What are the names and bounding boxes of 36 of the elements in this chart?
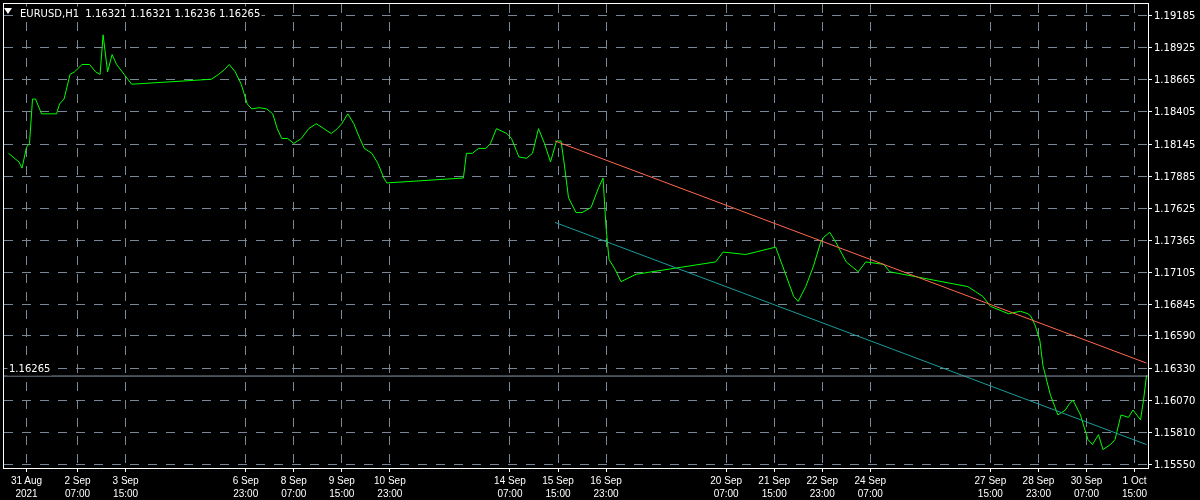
x-tick-label: 15 Sep 15:00 bbox=[542, 475, 575, 499]
line-series bbox=[8, 34, 1148, 450]
y-tick-label: 1.18405 bbox=[1154, 106, 1196, 118]
x-tick-label: 2 Sep 07:00 bbox=[64, 475, 92, 499]
y-tick-label: 1.19185 bbox=[1154, 10, 1196, 22]
x-tick-label: 9 Sep 15:00 bbox=[328, 475, 356, 499]
x-tick-label: 31 Aug 2021 bbox=[10, 475, 43, 499]
y-tick-label: 1.16845 bbox=[1154, 298, 1196, 310]
y-tick-label: 1.16070 bbox=[1154, 394, 1196, 406]
x-tick-label: 6 Sep 23:00 bbox=[232, 475, 260, 499]
y-tick-label: 1.18665 bbox=[1154, 74, 1196, 86]
y-tick-label: 1.16590 bbox=[1154, 330, 1196, 342]
x-tick-label: 8 Sep 07:00 bbox=[280, 475, 308, 499]
x-tick-label: 1 Oct 15:00 bbox=[1121, 475, 1148, 499]
y-tick-label: 1.15550 bbox=[1154, 458, 1196, 470]
x-tick-label: 3 Sep 15:00 bbox=[112, 475, 140, 499]
y-tick-label: 1.18145 bbox=[1154, 138, 1196, 150]
x-tick-label: 27 Sep 15:00 bbox=[974, 475, 1007, 499]
y-tick-label: 1.17885 bbox=[1154, 170, 1196, 182]
y-tick-label: 1.18925 bbox=[1154, 42, 1196, 54]
x-tick-label: 22 Sep 23:00 bbox=[806, 475, 839, 499]
y-tick-label: 1.17105 bbox=[1154, 266, 1196, 278]
y-tick-label: 1.17365 bbox=[1154, 234, 1196, 246]
x-tick-label: 24 Sep 07:00 bbox=[854, 475, 887, 499]
x-tick-label: 14 Sep 07:00 bbox=[494, 475, 527, 499]
ref-line-label: 1.16265 bbox=[9, 363, 51, 374]
x-tick-label: 28 Sep 23:00 bbox=[1022, 475, 1055, 499]
x-tick-label: 10 Sep 23:00 bbox=[374, 475, 407, 499]
x-tick-label: 16 Sep 23:00 bbox=[590, 475, 623, 499]
y-tick-label: 1.17625 bbox=[1154, 202, 1196, 214]
x-tick-label: 30 Sep 07:00 bbox=[1070, 475, 1103, 499]
y-tick-label: 1.15810 bbox=[1154, 426, 1196, 438]
x-tick-label: 20 Sep 07:00 bbox=[710, 475, 743, 499]
chart-title: EURUSD,H1 1.16321 1.16321 1.16236 1.16265 bbox=[20, 8, 261, 19]
x-tick-label: 21 Sep 15:00 bbox=[758, 475, 791, 499]
y-tick-label: 1.16330 bbox=[1154, 362, 1196, 374]
